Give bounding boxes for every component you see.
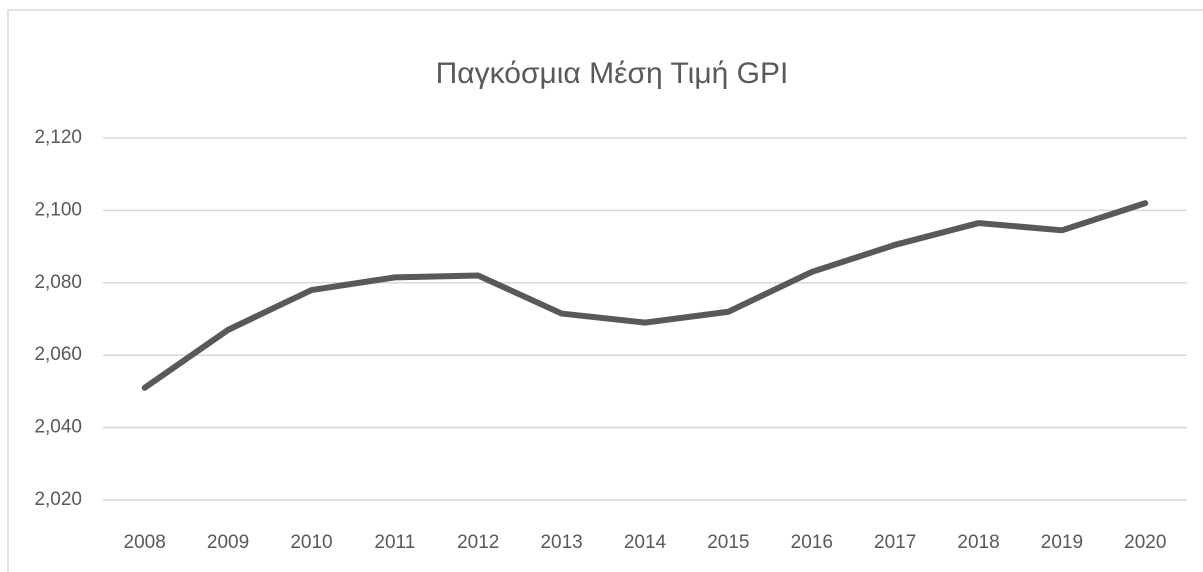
x-tick-label: 2019 — [1041, 532, 1083, 553]
x-tick-label: 2017 — [874, 532, 916, 553]
x-tick-label: 2009 — [207, 532, 249, 553]
y-tick-label: 2,020 — [34, 489, 82, 510]
x-tick-label: 2016 — [791, 532, 833, 553]
y-tick-label: 2,080 — [34, 272, 82, 293]
x-tick-label: 2013 — [540, 532, 582, 553]
y-tick-label: 2,120 — [34, 127, 82, 148]
x-tick-label: 2011 — [374, 532, 415, 553]
x-tick-label: 2008 — [124, 532, 166, 553]
x-tick-label: 2014 — [624, 532, 667, 553]
x-tick-label: 2015 — [707, 532, 749, 553]
y-tick-label: 2,040 — [34, 417, 82, 438]
x-tick-label: 2020 — [1124, 532, 1166, 553]
data-line — [141, 200, 1149, 391]
y-tick-label: 2,100 — [34, 199, 82, 220]
x-tick-label: 2018 — [957, 532, 999, 553]
chart-title: Παγκόσμια Μέση Τιμή GPI — [436, 57, 789, 90]
x-tick-label: 2010 — [290, 532, 332, 553]
chart-frame — [7, 9, 1203, 572]
x-tick-label: 2012 — [457, 532, 499, 553]
y-tick-label: 2,060 — [34, 344, 82, 365]
